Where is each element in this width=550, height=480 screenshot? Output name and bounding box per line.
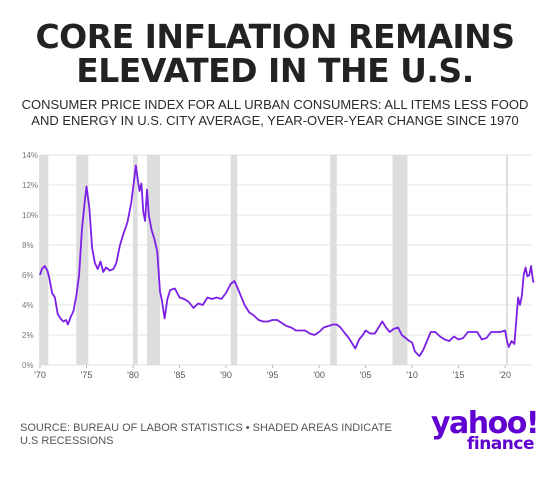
series-line-core-cpi [39,164,535,357]
y-tick-label: 10% [22,211,38,220]
recession-band [392,155,408,365]
y-tick-label: 14% [22,151,38,160]
recession-band [76,155,89,365]
chart-subtitle: CONSUMER PRICE INDEX FOR ALL URBAN CONSU… [0,97,550,129]
finance-logo-text: finance [466,434,535,454]
recession-bands [39,155,508,365]
x-tick-label: '85 [174,370,186,380]
y-tick-label: 0% [22,361,34,370]
yahoo-finance-logo: yahoo! finance [428,406,540,458]
y-tick-label: 6% [22,271,34,280]
gridlines [40,154,533,366]
recession-band [330,155,337,365]
recession-band [506,155,508,365]
x-tick-label: '10 [406,370,418,380]
x-tick-label: '20 [499,370,511,380]
recession-band [146,155,160,365]
line-chart: 0% 2% 4% 6% 8% 10% 12% 14% '70 '75 '80 '85 '90 '95 '0… [22,151,535,380]
x-tick-label: '80 [127,370,139,380]
chart-subtitle-line-1: CONSUMER PRICE INDEX FOR ALL URBAN CONSU… [21,97,529,112]
x-tick-label: '15 [453,370,465,380]
x-tick-label: '70 [34,370,46,380]
y-tick-label: 12% [22,181,38,190]
recession-band [133,155,138,365]
x-tick-label: '95 [267,370,279,380]
x-tick-label: '90 [220,370,232,380]
recession-band [230,155,238,365]
y-axis-ticks: 0% 2% 4% 6% 8% 10% 12% 14% [22,151,38,370]
chart-subtitle-line-2: AND ENERGY IN U.S. CITY AVERAGE, YEAR-OV… [31,113,519,128]
x-axis-ticks: '70 '75 '80 '85 '90 '95 '00 '05 '10 '15 '20 [34,365,511,380]
series-layer [39,164,535,357]
y-tick-label: 4% [22,301,34,310]
x-tick-label: '05 [360,370,372,380]
chart-title-line-1: CORE INFLATION REMAINS [35,17,515,56]
yahoo-logo-text: yahoo! [430,406,540,441]
recession-band [39,155,49,365]
chart-title-line-2: ELEVATED IN THE U.S. [76,51,474,90]
y-tick-label: 8% [22,241,34,250]
y-tick-label: 2% [22,331,34,340]
x-tick-label: '00 [313,370,325,380]
chart-title: CORE INFLATION REMAINS ELEVATED IN THE U… [0,20,550,88]
x-tick-label: '75 [81,370,93,380]
source-note: SOURCE: BUREAU OF LABOR STATISTICS • SHA… [20,422,392,447]
